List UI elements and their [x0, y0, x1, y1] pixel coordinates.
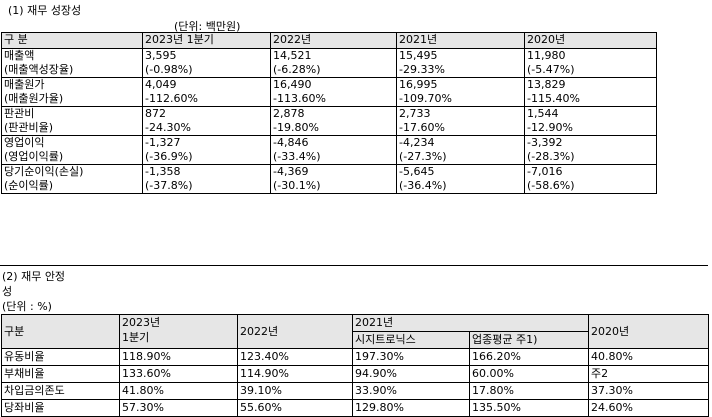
row-label: 부채비율: [1, 365, 120, 383]
table-row: 당좌비율 57.30% 55.60% 129.80% 135.50% 24.60…: [1, 399, 709, 417]
section2-title-continued: 성: [2, 285, 13, 298]
value-cell: 14,521 (-6.28%): [270, 48, 397, 78]
value-cell: -7,016 (-58.6%): [524, 164, 657, 194]
header-cell: 2023년 1분기: [119, 314, 238, 349]
value-cell: 11,980 (-5.47%): [524, 48, 657, 78]
table-row: 매출원가 (매출원가율) 4,049 -112.60% 16,490 -113.60%…: [1, 77, 657, 107]
section2-unit: (단위 : %): [2, 300, 52, 313]
stability-table-header: 구분 2023년 1분기 2022년 2021년 2020년: [1, 314, 709, 349]
stability-table: 구분 2023년 1분기 2022년 2021년 2020년 시지트로닉스 업종평…: [1, 314, 709, 417]
row-label: 매출액 (매출액성장율): [1, 48, 143, 78]
row-label: 영업이익 (영업이익률): [1, 135, 143, 165]
row-label: 유동비율: [1, 348, 120, 366]
row-label: 당기순이익(손실) (순이익률): [1, 164, 143, 194]
table-row: 영업이익 (영업이익률) -1,327 (-36.9%) -4,846 (-33.4%…: [1, 135, 657, 165]
value-cell: 39.10%: [237, 382, 353, 400]
growth-table: 구 분 2023년 1분기 2022년 2021년 2020년 매출액 (매출액성…: [1, 32, 657, 194]
value-cell: -1,358 (-37.8%): [142, 164, 271, 194]
value-cell: 41.80%: [119, 382, 238, 400]
value-cell: 33.90%: [352, 382, 470, 400]
value-cell: 114.90%: [237, 365, 353, 383]
value-cell: 60.00%: [469, 365, 589, 383]
value-cell: 118.90%: [119, 348, 238, 366]
value-cell: 133.60%: [119, 365, 238, 383]
value-cell: 4,049 -112.60%: [142, 77, 271, 107]
table-row: 차입금의존도 41.80% 39.10% 33.90% 17.80% 37.30…: [1, 382, 709, 400]
section1-unit: (단위: 백만원): [174, 20, 241, 33]
growth-table-header: 구 분 2023년 1분기 2022년 2021년 2020년: [1, 32, 657, 49]
value-cell: -3,392 (-28.3%): [524, 135, 657, 165]
value-cell: 166.20%: [469, 348, 589, 366]
stability-table-subheader: 시지트로닉스 업종평균 주1): [2, 331, 709, 349]
section-divider: [0, 265, 708, 266]
value-cell: -1,327 (-36.9%): [142, 135, 271, 165]
table-row: 판관비 (판관비율) 872 -24.30% 2,878 -19.80% 2,733-…: [1, 106, 657, 136]
value-cell: 129.80%: [352, 399, 470, 417]
value-cell: 94.90%: [352, 365, 470, 383]
value-cell: 24.60%: [588, 399, 709, 417]
header-cell: 구분: [1, 314, 120, 349]
table-row: 당기순이익(손실) (순이익률) -1,358 (-37.8%) -4,369 (-3…: [1, 164, 657, 194]
header-cell: 2022년: [237, 314, 353, 349]
value-cell: -4,234 (-27.3%): [396, 135, 525, 165]
value-cell: -4,369 (-30.1%): [270, 164, 397, 194]
value-cell: 2,733 -17.60%: [396, 106, 525, 136]
section2-title: (2) 재무 안정: [2, 270, 66, 283]
value-cell: -4,846 (-33.4%): [270, 135, 397, 165]
value-cell: 17.80%: [469, 382, 589, 400]
header-cell: 2023년 1분기: [142, 32, 271, 49]
value-cell: 872 -24.30%: [142, 106, 271, 136]
header-cell: 시지트로닉스: [352, 331, 470, 349]
value-cell: 2,878 -19.80%: [270, 106, 397, 136]
row-label: 차입금의존도: [1, 382, 120, 400]
value-cell: 40.80%: [588, 348, 709, 366]
row-label: 판관비 (판관비율): [1, 106, 143, 136]
value-cell: 197.30%: [352, 348, 470, 366]
value-cell: 1,544 -12.90%: [524, 106, 657, 136]
value-cell: 16,995 -109.70%: [396, 77, 525, 107]
header-cell: 2022년: [270, 32, 397, 49]
row-label: 당좌비율: [1, 399, 120, 417]
header-cell: 2021년: [396, 32, 525, 49]
value-cell: 16,490 -113.60%: [270, 77, 397, 107]
row-label: 매출원가 (매출원가율): [1, 77, 143, 107]
header-cell: 구 분: [1, 32, 143, 49]
header-cell: 업종평균 주1): [469, 331, 589, 349]
value-cell: 135.50%: [469, 399, 589, 417]
table-row: 유동비율 118.90% 123.40% 197.30% 166.20% 40.…: [1, 348, 709, 366]
value-cell: 주2: [588, 365, 709, 383]
value-cell: 123.40%: [237, 348, 353, 366]
header-cell: 2021년: [352, 314, 589, 332]
header-cell: 2020년: [524, 32, 657, 49]
value-cell: 55.60%: [237, 399, 353, 417]
value-cell: 13,829 -115.40%: [524, 77, 657, 107]
value-cell: 57.30%: [119, 399, 238, 417]
section1-title: (1) 재무 성장성: [8, 4, 82, 17]
value-cell: 37.30%: [588, 382, 709, 400]
value-cell: 15,495 -29.33%: [396, 48, 525, 78]
value-cell: -5,645 (-36.4%): [396, 164, 525, 194]
table-row: 매출액 (매출액성장율) 3,595 (-0.98%) 14,521 (-6.28%)…: [1, 48, 657, 78]
header-cell: 2020년: [588, 314, 709, 349]
value-cell: 3,595 (-0.98%): [142, 48, 271, 78]
table-row: 부채비율 133.60% 114.90% 94.90% 60.00% 주2: [1, 365, 709, 383]
